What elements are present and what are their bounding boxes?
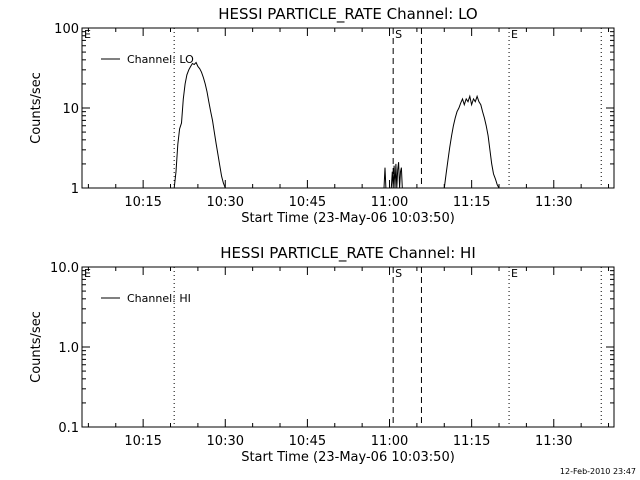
y-tick-label: 0.1 — [58, 421, 79, 436]
y-axis-label: Counts/sec — [29, 311, 44, 383]
legend-label: Channel: LO — [127, 53, 194, 66]
panel-hi: HESSI PARTICLE_RATE Channel: HI 10:15 10:3… — [29, 244, 615, 465]
x-tick-label: 10:15 — [124, 195, 161, 210]
legend-label: Channel: HI — [127, 292, 191, 305]
y-tick-label: 10.0 — [50, 261, 79, 276]
x-tick-label: 11:15 — [453, 195, 490, 210]
marker-label: E — [511, 267, 518, 280]
x-axis-label: Start Time (23-May-06 10:03:50) — [241, 450, 455, 465]
marker-label: S — [395, 267, 402, 280]
x-axis-label: Start Time (23-May-06 10:03:50) — [241, 211, 455, 226]
panel-lo: HESSI PARTICLE_RATE Channel: LO 10:15 10:3… — [29, 5, 615, 226]
y-tick-label: 1.0 — [58, 341, 79, 356]
x-tick-label: 10:30 — [207, 195, 244, 210]
x-tick-label: 11:15 — [453, 434, 490, 449]
y-tick-label: 100 — [54, 22, 79, 37]
series-line — [390, 162, 403, 189]
x-tick-label: 10:30 — [207, 434, 244, 449]
marker-label: S — [395, 28, 402, 41]
plot-frame — [81, 27, 615, 189]
footer-timestamp: 12-Feb-2010 23:47 — [560, 467, 636, 476]
y-tick-label: 1 — [71, 182, 79, 197]
x-tick-label: 11:00 — [371, 434, 408, 449]
marker-label: E — [511, 28, 518, 41]
x-tick-label: 10:45 — [289, 434, 326, 449]
series-line — [443, 94, 500, 189]
series-line — [383, 167, 388, 189]
plot-frame — [81, 266, 615, 428]
marker-label: E — [84, 28, 91, 41]
chart-title: HESSI PARTICLE_RATE Channel: LO — [218, 5, 477, 24]
x-tick-label: 10:45 — [289, 195, 326, 210]
marker-label: E — [84, 267, 91, 280]
y-axis-label: Counts/sec — [29, 72, 44, 144]
x-tick-label: 11:30 — [535, 434, 572, 449]
x-tick-label: 10:15 — [124, 434, 161, 449]
y-tick-label: 10 — [62, 102, 79, 117]
x-tick-label: 11:00 — [371, 195, 408, 210]
chart-title: HESSI PARTICLE_RATE Channel: HI — [220, 244, 476, 263]
x-tick-label: 11:30 — [535, 195, 572, 210]
series-line — [173, 61, 226, 189]
